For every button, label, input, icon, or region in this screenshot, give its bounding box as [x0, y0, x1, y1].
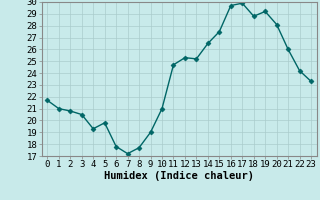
X-axis label: Humidex (Indice chaleur): Humidex (Indice chaleur) — [104, 171, 254, 181]
